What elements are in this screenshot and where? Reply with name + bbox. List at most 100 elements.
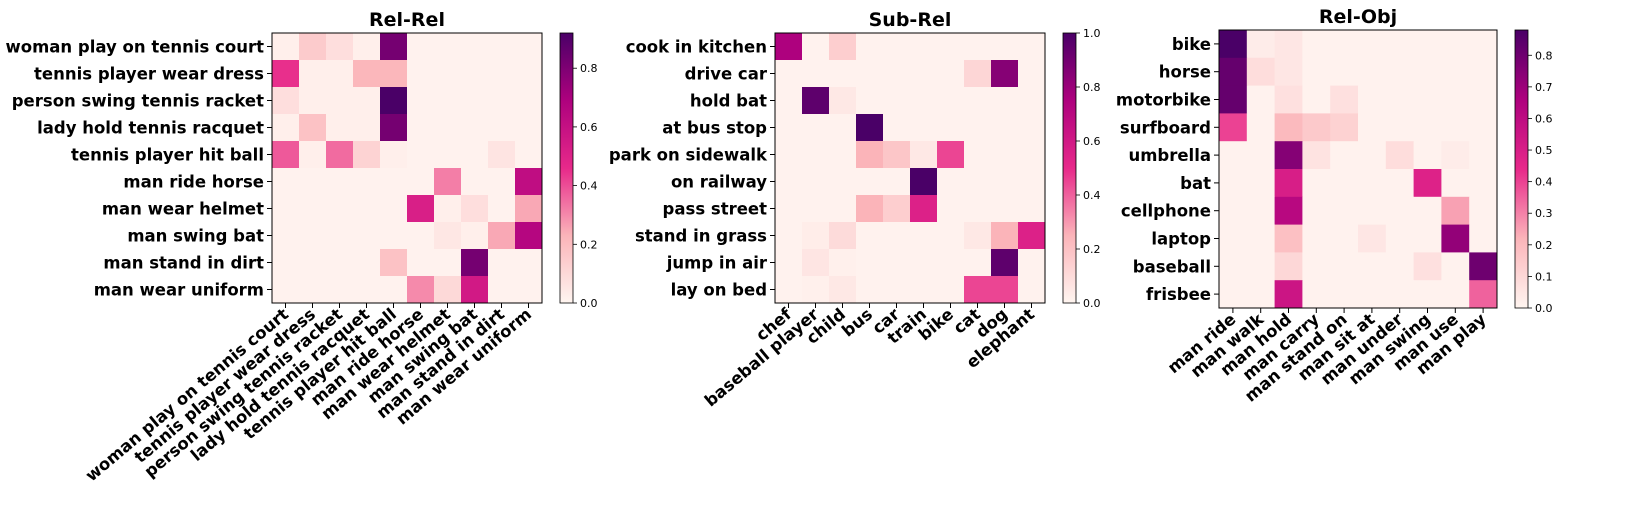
heatmap-cell [434,33,462,61]
heatmap-cell [802,141,830,169]
heatmap-cell [964,168,992,196]
heatmap-cell [1385,30,1414,59]
heatmap-cell [991,168,1019,196]
row-label: motorbike [1116,91,1211,110]
heatmap-cell [1469,30,1498,59]
heatmap-cell [299,60,327,88]
heatmap-cell [883,276,911,304]
heatmap-cell [802,195,830,223]
heatmap-cell [299,195,327,223]
heatmap-cell [775,87,803,115]
heatmap-cell [802,276,830,304]
plot-frame [271,32,543,304]
heatmap-cell [1018,87,1046,115]
heatmap-cell [1413,113,1442,142]
colorbar-tick-label: 0.8 [1535,49,1553,62]
heatmap-cell [461,87,489,115]
heatmap-cell [1413,280,1442,309]
row-label: bat [1180,174,1211,193]
heatmap-cell [856,141,884,169]
heatmap-cell [1385,141,1414,170]
heatmap-cell [515,33,543,61]
heatmap-cell [353,276,381,304]
heatmap-cell [1441,30,1470,59]
heatmap-cell [461,141,489,169]
heatmap-cell [353,222,381,250]
chart-title: Sub-Rel [869,9,952,31]
heatmap-cell [299,33,327,61]
heatmap-cell [910,195,938,223]
heatmap-cell [407,168,435,196]
heatmap-cell [856,114,884,142]
heatmap-cell [1274,196,1303,225]
heatmap-cell [515,222,543,250]
heatmap-cell [1385,252,1414,281]
heatmap-cell [910,87,938,115]
heatmap-cell [1413,196,1442,225]
heatmap-cell [353,60,381,88]
heatmap-cell [434,60,462,88]
colorbar-tick-label: 0.7 [1535,81,1553,94]
heatmap-cell [1302,280,1331,309]
heatmap-cell [1469,280,1498,309]
heatmap-cell [1246,113,1275,142]
heatmap-cell [299,87,327,115]
row-label: man wear helmet [102,200,264,219]
heatmap-cell [326,249,354,277]
heatmap-cell [829,60,857,88]
heatmap-cell [1358,252,1387,281]
heatmap-cell [1330,252,1359,281]
colorbar-tick-label: 0.6 [1083,135,1101,148]
heatmap-panel-1: Rel-Rel woman play on tennis court tennis … [6,9,598,485]
heatmap-cell [1385,224,1414,253]
heatmap-cell [434,222,462,250]
heatmap-cell [1385,280,1414,309]
heatmap-cell [775,222,803,250]
heatmap-cell [1441,169,1470,198]
row-label: cellphone [1121,202,1211,221]
heatmap-cell [856,87,884,115]
heatmap-cell [1358,113,1387,142]
colorbar-tick-label: 0.2 [1535,239,1553,252]
colorbar-tick-label: 0.0 [1535,302,1553,315]
colorbar-tick-label: 0.6 [580,121,598,134]
heatmap-cell [353,141,381,169]
heatmap-cell [326,87,354,115]
heatmap-cell [1018,114,1046,142]
heatmap-cell [1302,57,1331,86]
heatmap-cell [1018,276,1046,304]
heatmap-cell [434,276,462,304]
heatmap-cell [883,168,911,196]
heatmap-cell [1441,224,1470,253]
heatmap-cell [883,222,911,250]
heatmap-cell [829,249,857,277]
colorbar-tick-label: 0.0 [580,297,598,310]
heatmap-cell [802,222,830,250]
heatmap-cell [964,33,992,61]
colorbar-tick-label: 0.5 [1535,144,1553,157]
heatmap-cell [775,195,803,223]
heatmap-cell [775,33,803,61]
heatmap-cell [910,114,938,142]
row-label: drive car [685,65,768,84]
heatmap-cell [964,114,992,142]
heatmap-cell [883,195,911,223]
heatmap-cell [1274,30,1303,59]
heatmap-cell [1302,141,1331,170]
row-label: tennis player hit ball [71,146,264,165]
heatmap-cell [326,114,354,142]
heatmap-cell [802,60,830,88]
heatmap-cell [461,249,489,277]
heatmap-cell [829,168,857,196]
plot-frame [1218,29,1498,309]
heatmap-cell [1413,141,1442,170]
row-label: man swing bat [127,227,264,246]
heatmap-cell [326,33,354,61]
row-label: hold bat [690,92,767,111]
heatmap-cell [964,141,992,169]
colorbar-tick-label: 0.4 [580,180,598,193]
heatmap-cell [407,60,435,88]
heatmap-cell [1330,113,1359,142]
heatmap-cell [1358,57,1387,86]
chart-title: Rel-Rel [369,9,445,31]
